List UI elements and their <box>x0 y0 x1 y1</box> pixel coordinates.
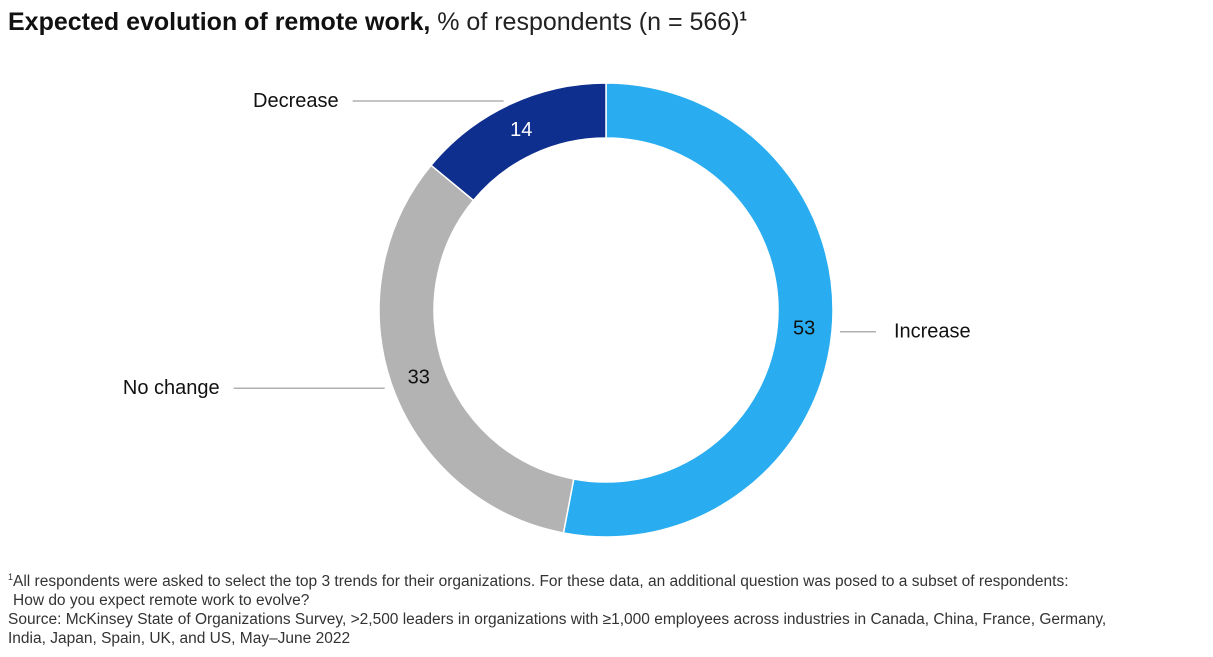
donut-chart: 53 Increase 33 No change 14 Decrease <box>123 82 971 538</box>
chart-title-bold: Expected evolution of remote work, <box>8 8 431 36</box>
value-label-no-change: 33 <box>408 366 430 388</box>
footnote-note: 1All respondents were asked to select th… <box>8 572 1208 591</box>
data-labels: 53 Increase 33 No change 14 Decrease <box>123 90 971 399</box>
footnote: 1All respondents were asked to select th… <box>8 572 1208 648</box>
footnote-note-line2: How do you expect remote work to evolve? <box>13 592 310 609</box>
footnote-source-line2: India, Japan, Spain, UK, and US, May–Jun… <box>8 630 351 647</box>
chart-title-subtitle: % of respondents (n = 566) <box>430 8 740 36</box>
chart-title: Expected evolution of remote work, % of … <box>8 6 747 38</box>
footnote-source-line1: Source: McKinsey State of Organizations … <box>8 611 1107 628</box>
slice-increase <box>562 82 834 538</box>
category-label-decrease: Decrease <box>253 90 339 112</box>
slice-no-change <box>378 164 575 534</box>
slice-decrease <box>430 82 607 202</box>
footnote-note-line1: All respondents were asked to select the… <box>13 573 1069 590</box>
leader-lines <box>233 100 876 389</box>
donut-slices <box>378 82 834 538</box>
category-label-increase: Increase <box>894 321 971 343</box>
category-label-no-change: No change <box>123 377 220 399</box>
chart-title-footnote-marker: 1 <box>739 8 747 24</box>
value-label-decrease: 14 <box>510 119 532 141</box>
value-label-increase: 53 <box>793 318 815 340</box>
footnote-marker: 1 <box>8 571 14 582</box>
